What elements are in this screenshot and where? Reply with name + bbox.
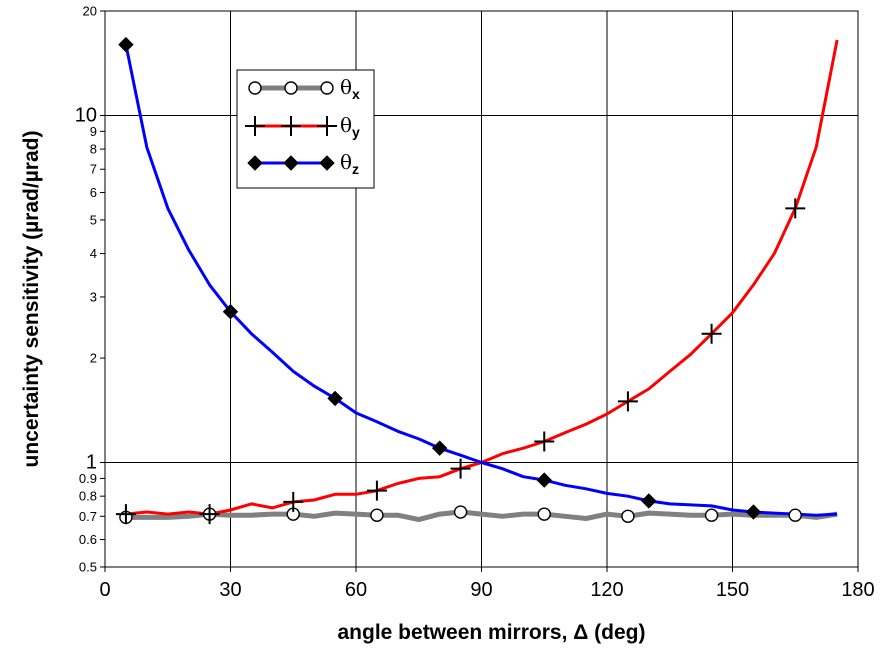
y-tick-labels: 0.5 0.6 0.7 0.8 0.9 2 3 4 5 6 7 8 9 20 1 10 [75,4,105,575]
legend-marker-y [317,116,337,136]
y-tick-label: 3 [90,289,97,304]
y-axis-title: uncertainty sensitivity (µrad/µrad) [20,131,43,468]
x-axis-title: angle between mirrors, Δ (deg) [338,621,646,644]
y-tick-label: 0.7 [79,509,97,524]
y-tick-label: 0.6 [79,532,97,547]
legend-marker-y [245,116,265,136]
y-tick-label: 9 [90,124,97,139]
data-point-y [617,391,638,412]
y-tick-label: 6 [90,185,97,200]
grid [105,11,858,567]
legend-marker-z [319,155,335,171]
data-point-y [785,198,806,219]
data-point-y [701,323,722,344]
x-tick-label: 30 [219,579,241,601]
data-point-z [536,472,552,488]
data-point-y [450,458,471,479]
y-tick-label: 8 [90,142,97,157]
y-tick-label: 0.8 [79,489,97,504]
legend-marker-z [283,155,299,171]
y-tick-label: 0.5 [79,560,97,575]
data-point-z [431,440,448,456]
data-point-x [704,508,719,522]
legend-marker-z [247,155,263,171]
data-point-x [537,507,551,521]
x-tick-label: 90 [470,579,492,601]
legend-marker-y [281,116,301,136]
data-point-y [115,504,136,525]
y-tick-label: 7 [90,162,97,177]
data-point-y [534,431,555,452]
y-tick-label: 2 [90,351,97,366]
x-tick-labels: 0 30 60 90 120 150 180 [99,567,875,601]
y-tick-label: 4 [90,246,97,261]
x-tick-label: 60 [345,579,367,601]
x-tick-label: 150 [716,579,749,601]
legend-marker-x [284,81,298,95]
data-point-x [788,508,802,522]
data-point-y [283,491,304,512]
data-point-y [366,480,387,501]
y-tick-label: 20 [83,4,97,19]
data-point-z [327,390,343,407]
y-tick-label: 10 [75,104,97,126]
series-lines [124,39,839,523]
series-line-x [125,509,838,523]
data-point-x [370,508,384,522]
legend-label-x: θx [340,75,360,102]
series-markers [115,36,806,525]
y-tick-label: 0.9 [79,471,97,486]
data-point-z [222,304,239,320]
data-point-x [621,509,635,523]
series-line-z [124,44,838,517]
y-tick-label: 5 [90,212,97,227]
data-point-x [453,505,468,519]
data-point-y [199,504,220,525]
legend-label-y: θy [340,113,360,140]
legend-marker-x [248,81,262,95]
data-point-z [745,504,762,520]
legend: θx θy θz [236,69,375,189]
y-tick-label: 1 [86,452,97,474]
x-tick-label: 180 [841,579,874,601]
legend-label-z: θz [340,150,359,177]
x-tick-label: 120 [590,579,623,601]
legend-marker-x [320,81,334,95]
data-point-z [641,493,657,509]
x-tick-label: 0 [99,579,110,601]
data-point-z [118,36,134,53]
